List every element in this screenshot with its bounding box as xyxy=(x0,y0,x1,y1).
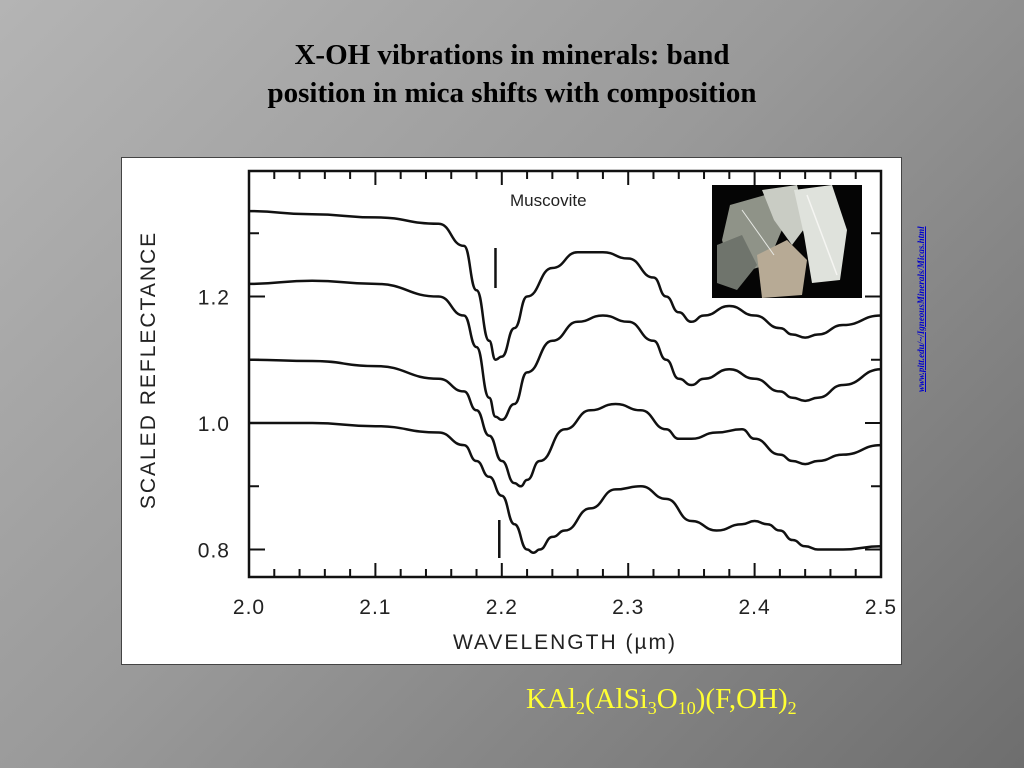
plot-frame xyxy=(247,169,883,579)
x-tick-label: 2.1 xyxy=(359,596,391,619)
source-link-text[interactable]: www.pitt.edu/~/IgneousMinerals/Micas.htm… xyxy=(916,226,926,392)
mica-flake-3 xyxy=(794,185,847,283)
formula-part: KAl xyxy=(526,683,576,715)
formula-subscript: 3 xyxy=(647,698,657,718)
chemical-formula: KAl2(AlSi3O10)(F,OH)2 xyxy=(526,683,866,723)
spectrum-line xyxy=(248,209,882,361)
muscovite-annotation: Muscovite xyxy=(510,191,587,210)
x-tick-label: 2.0 xyxy=(233,596,265,619)
mica-edge-2 xyxy=(741,209,775,256)
reflectance-chart: 2.0 2.1 2.2 2.3 2.4 2.5 0.8 1.0 1.2 Muscovite WA… xyxy=(121,157,902,665)
x-tick-label: 2.5 xyxy=(865,596,897,619)
formula-subscript: 2 xyxy=(787,698,797,718)
chart-canvas: 2.0 2.1 2.2 2.3 2.4 2.5 0.8 1.0 1.2 Muscovite WA… xyxy=(137,169,897,654)
x-tick-label: 2.2 xyxy=(486,596,518,619)
y-tick-label: 1.0 xyxy=(198,413,230,436)
formula-part: )(F,OH) xyxy=(695,683,788,715)
x-tick-label: 2.4 xyxy=(738,596,770,619)
x-axis-label: WAVELENGTH (µm) xyxy=(453,631,677,654)
spectrum-line xyxy=(248,421,882,554)
spectrum-line xyxy=(248,358,882,488)
muscovite-photo xyxy=(712,185,862,298)
slide-title: X-OH vibrations in minerals: band positi… xyxy=(0,36,1024,112)
formula-subscript: 10 xyxy=(677,698,696,718)
mica-flake-4 xyxy=(757,240,807,298)
y-tick-label: 0.8 xyxy=(198,540,230,563)
spectra-series xyxy=(248,209,882,554)
title-line-1: X-OH vibrations in minerals: band xyxy=(294,39,730,71)
muscovite-crystal-photo xyxy=(712,185,862,298)
mica-flake-2 xyxy=(762,185,807,245)
spectrum-line xyxy=(248,279,882,422)
x-tick-label: 2.3 xyxy=(612,596,644,619)
title-line-2: position in mica shifts with composition xyxy=(267,77,757,109)
formula-part: (AlSi xyxy=(584,683,648,715)
mica-edge-1 xyxy=(806,194,838,276)
y-tick-label: 1.2 xyxy=(198,287,230,310)
band-markers xyxy=(494,248,501,558)
y-axis-label: SCALED REFLECTANCE xyxy=(137,231,160,509)
source-link[interactable]: www.pitt.edu/~/IgneousMinerals/Micas.htm… xyxy=(916,170,930,392)
formula-part: O xyxy=(656,683,678,715)
formula-subscript: 2 xyxy=(575,698,585,718)
tick-labels: 2.0 2.1 2.2 2.3 2.4 2.5 0.8 1.0 1.2 xyxy=(198,287,897,620)
mica-flake-5 xyxy=(717,235,757,290)
